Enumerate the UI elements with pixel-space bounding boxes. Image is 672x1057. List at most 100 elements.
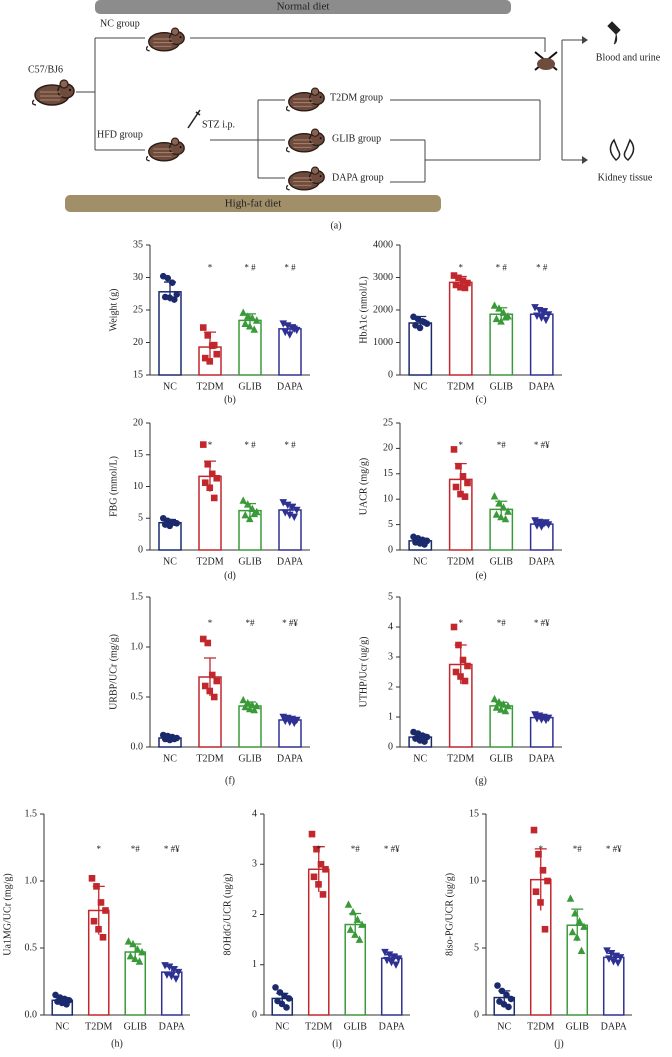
y-tick-label: 5 [388, 519, 393, 530]
y-tick-label: 25 [133, 304, 143, 315]
panel-label: (j) [554, 1038, 563, 1049]
high-fat-bar [65, 195, 441, 212]
y-tick-label: 2 [252, 909, 257, 920]
high-fat-label: High-fat diet [225, 198, 282, 210]
x-tick-label: DAPA [277, 753, 304, 764]
panel-label: (h) [111, 1038, 123, 1049]
data-point [283, 1004, 290, 1011]
significance-label: *# [497, 618, 507, 628]
data-point [349, 907, 357, 916]
x-tick-label: GLIB [566, 1021, 590, 1032]
data-point [283, 501, 292, 510]
significance-label: * # [496, 262, 508, 272]
y-axis-label: FBG (mmol/L) [108, 456, 119, 517]
strain-label: C57/BJ6 [28, 64, 63, 75]
data-point [577, 946, 586, 954]
data-point [533, 312, 541, 320]
bar [448, 281, 473, 376]
data-point [250, 705, 259, 714]
data-point [95, 925, 102, 933]
significance-label: * #¥ [282, 618, 298, 628]
x-tick-label: NC [497, 1021, 511, 1032]
data-point [537, 899, 544, 906]
y-tick-label: 20 [383, 443, 393, 454]
data-point [459, 473, 467, 480]
panel-label: (g) [475, 775, 487, 786]
data-point [494, 982, 501, 989]
y-tick-label: 5 [474, 942, 479, 953]
x-tick-label: T2DM [447, 381, 474, 392]
significance-label: * # [284, 440, 296, 450]
data-point [501, 706, 510, 715]
data-point [245, 704, 254, 713]
data-point [279, 320, 288, 328]
data-point [288, 504, 297, 512]
data-point [497, 705, 505, 713]
data-point [455, 274, 462, 282]
data-point [210, 693, 218, 701]
data-point [208, 671, 216, 679]
y-tick-label: 5 [388, 591, 393, 602]
nc-line [190, 37, 546, 52]
data-point [542, 716, 550, 725]
bar [602, 956, 625, 1016]
data-point [346, 925, 355, 933]
y-tick-label: 0 [388, 544, 393, 555]
y-tick-label: 15 [469, 808, 479, 819]
significance-label: * [539, 844, 544, 854]
x-tick-label: T2DM [527, 1021, 554, 1032]
x-tick-label: T2DM [85, 1021, 112, 1032]
data-point [322, 865, 329, 873]
y-tick-label: 15 [133, 369, 143, 380]
x-tick-label: DAPA [601, 1021, 628, 1032]
y-tick-label: 5 [138, 513, 143, 524]
data-point [319, 891, 327, 898]
data-point [317, 860, 325, 868]
y-tick-label: 1.5 [25, 808, 38, 819]
data-point [102, 907, 109, 914]
data-point [199, 635, 207, 643]
data-point [607, 950, 616, 958]
data-point [461, 493, 469, 500]
branch-lines [76, 37, 145, 151]
mouse-icon [537, 58, 555, 70]
y-tick-label: 2 [388, 681, 393, 692]
y-axis-label: 8OHdG/UCR (ug/g) [222, 874, 233, 956]
data-point [499, 700, 508, 708]
data-point [539, 866, 547, 874]
significance-label: *# [131, 844, 141, 854]
data-point [492, 314, 501, 323]
x-tick-label: DAPA [159, 1021, 186, 1032]
data-point [457, 673, 464, 680]
data-point [213, 474, 221, 482]
dapa-group-label: DAPA group [332, 172, 384, 183]
data-point [492, 703, 501, 711]
t2dm-group-label: T2DM group [330, 92, 383, 103]
data-point [285, 995, 293, 1002]
x-tick-label: GLIB [490, 556, 514, 567]
data-point [495, 697, 503, 706]
y-axis-label: URBP/UCr (mg/g) [108, 634, 119, 710]
panel-label: (b) [224, 394, 236, 405]
data-point [204, 460, 212, 468]
significance-label: * # [536, 262, 548, 272]
data-point [210, 341, 218, 349]
data-point [459, 656, 467, 664]
data-point [168, 279, 176, 287]
x-tick-label: DAPA [529, 381, 556, 392]
mouse-icon [286, 87, 325, 112]
data-point [290, 719, 299, 728]
data-point [537, 523, 546, 531]
data-point [285, 331, 294, 339]
data-point [571, 909, 579, 917]
data-point [390, 953, 398, 961]
data-point [279, 499, 288, 507]
x-tick-label: NC [413, 556, 427, 567]
bar [529, 313, 554, 376]
glib-group-label: GLIB group [332, 133, 381, 144]
y-tick-label: 3000 [373, 272, 393, 283]
data-point [452, 668, 460, 676]
bar [344, 923, 367, 1016]
x-tick-label: DAPA [529, 556, 556, 567]
data-point [170, 966, 178, 974]
